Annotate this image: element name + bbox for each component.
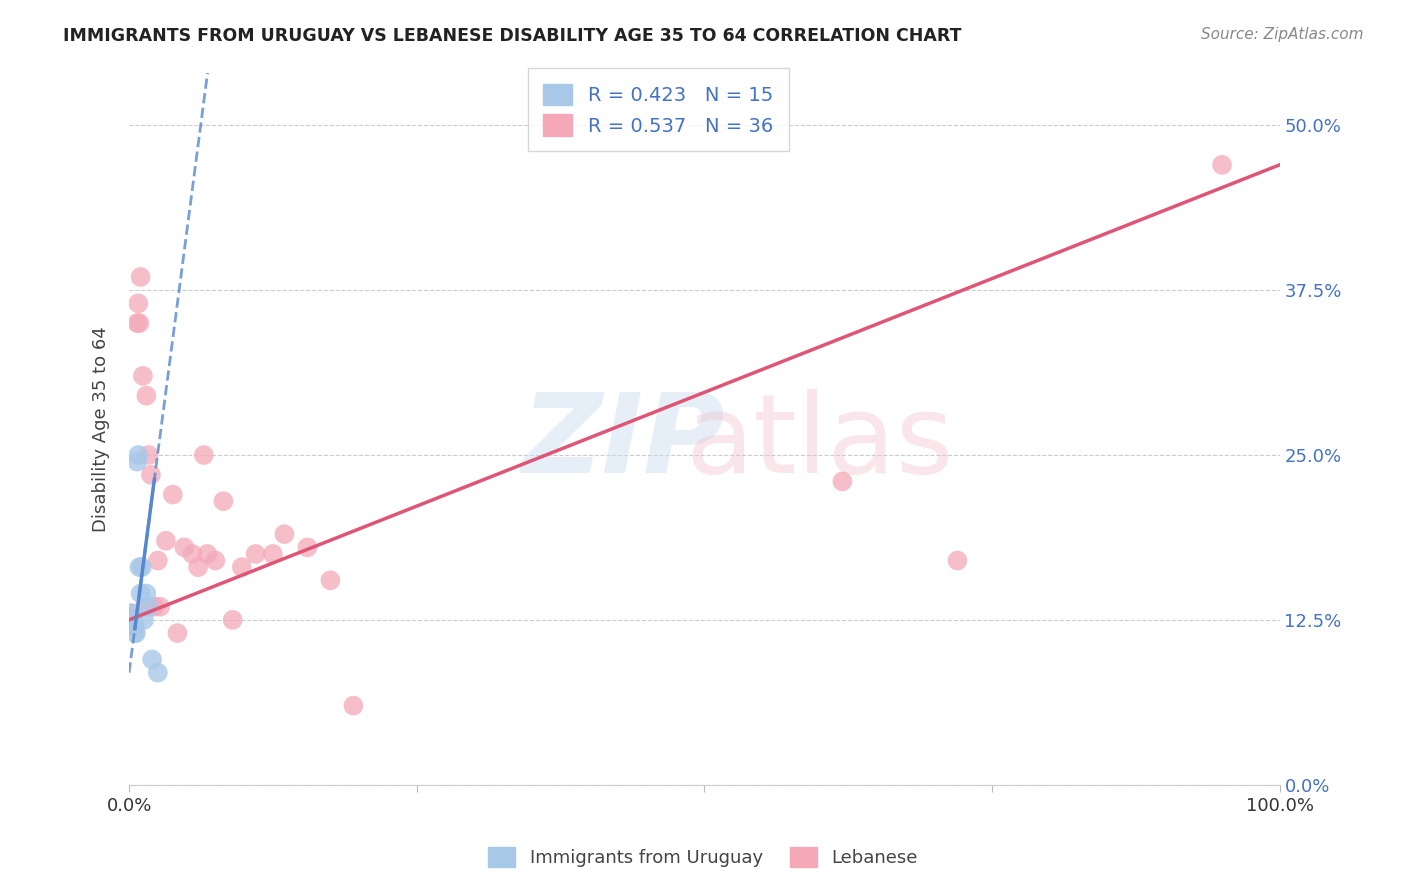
Point [181,547,204,561]
Point [134,599,156,614]
Text: Source: ZipAtlas.com: Source: ZipAtlas.com [1201,27,1364,42]
Point [1211,158,1233,172]
Point [173,541,195,555]
Point [231,560,253,574]
Point [193,448,215,462]
Point [132,613,155,627]
Point [195,547,218,561]
Point [262,547,284,561]
Point [146,665,169,680]
Point [125,626,148,640]
Point [129,586,152,600]
Point [204,553,226,567]
Text: atlas: atlas [685,390,953,496]
Point [131,560,153,574]
Legend: R = 0.423   N = 15, R = 0.537   N = 36: R = 0.423 N = 15, R = 0.537 N = 36 [527,68,789,152]
Point [127,448,149,462]
Point [138,599,160,614]
Point [297,541,319,555]
Point [155,533,177,548]
Point [128,316,150,330]
Point [342,698,364,713]
Point [143,599,166,614]
Point [831,475,853,489]
Point [127,455,149,469]
Text: IMMIGRANTS FROM URUGUAY VS LEBANESE DISABILITY AGE 35 TO 64 CORRELATION CHART: IMMIGRANTS FROM URUGUAY VS LEBANESE DISA… [63,27,962,45]
Point [146,553,169,567]
Point [187,560,209,574]
Point [149,599,172,614]
Point [124,626,146,640]
Point [127,296,149,310]
Text: ZIP: ZIP [522,390,725,496]
Point [135,389,157,403]
Point [245,547,267,561]
Point [132,368,155,383]
Point [122,613,145,627]
Point [139,467,162,482]
Point [120,607,142,621]
Point [212,494,235,508]
Point [138,448,160,462]
Point [129,270,152,285]
Point [166,626,188,640]
Point [124,619,146,633]
Point [221,613,243,627]
Point [273,527,295,541]
Point [135,586,157,600]
Point [141,652,163,666]
Point [128,560,150,574]
Point [122,619,145,633]
Point [162,487,184,501]
Point [121,607,143,621]
Point [946,553,969,567]
Point [319,574,342,588]
Y-axis label: Disability Age 35 to 64: Disability Age 35 to 64 [93,326,110,532]
Point [127,316,149,330]
Point [121,613,143,627]
Legend: Immigrants from Uruguay, Lebanese: Immigrants from Uruguay, Lebanese [481,839,925,874]
